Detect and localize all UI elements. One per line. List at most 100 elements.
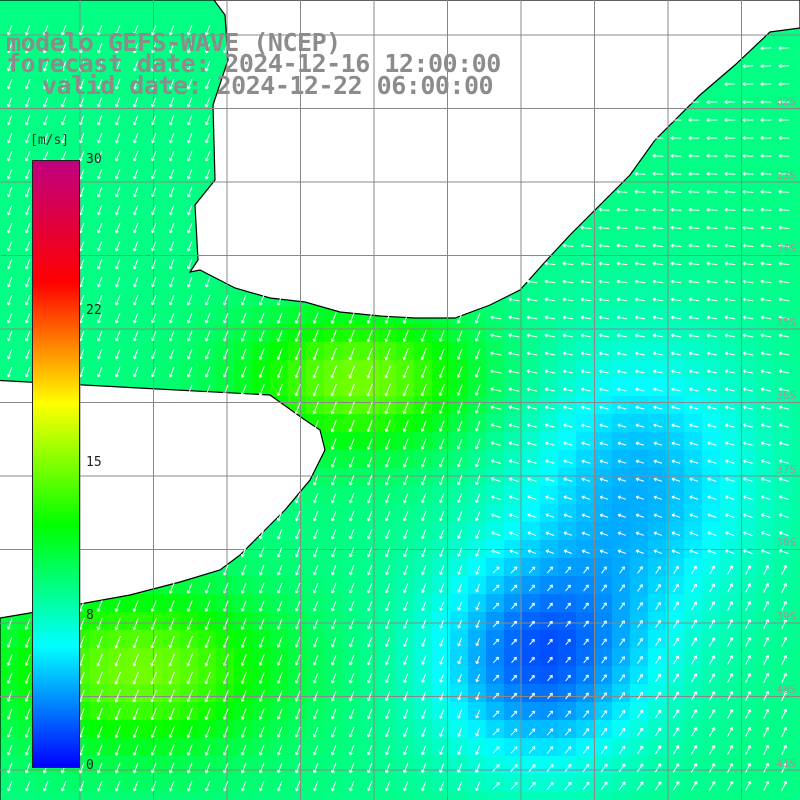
wind-arrow	[24, 186, 31, 198]
wind-arrow	[78, 60, 85, 72]
wind-arrow	[457, 781, 463, 792]
wind-arrow	[599, 459, 609, 464]
wind-arrow	[60, 78, 67, 90]
wind-arrow	[312, 401, 319, 415]
wind-arrow	[563, 477, 573, 482]
wind-arrow	[727, 780, 734, 791]
wind-arrow	[619, 674, 625, 682]
wind-arrow	[544, 315, 556, 320]
wind-arrow	[673, 637, 680, 647]
wind-arrow	[547, 584, 554, 592]
wind-arrow	[688, 117, 700, 123]
wind-arrow	[186, 240, 193, 252]
wind-arrow	[601, 656, 607, 664]
wind-arrow	[760, 243, 772, 248]
wind-arrow	[402, 312, 409, 324]
wind-arrow	[384, 492, 391, 504]
wind-arrow	[617, 441, 627, 446]
wind-arrow	[474, 366, 481, 378]
wind-arrow	[258, 366, 265, 378]
wind-arrow	[421, 510, 427, 522]
wind-arrow	[763, 565, 770, 575]
wind-arrow	[402, 347, 409, 361]
wind-arrow	[6, 366, 13, 378]
wind-arrow	[547, 674, 553, 682]
wind-arrow	[689, 549, 699, 555]
wind-arrow	[204, 762, 211, 774]
wind-arrow	[438, 348, 445, 361]
wind-arrow	[724, 207, 736, 212]
wind-arrow	[204, 582, 211, 594]
wind-arrow	[724, 261, 736, 266]
wind-arrow	[222, 330, 229, 342]
wind-arrow	[24, 330, 31, 342]
wind-arrow	[222, 600, 229, 612]
wind-arrow	[204, 132, 211, 144]
wind-arrow	[654, 763, 662, 773]
wind-arrow	[222, 618, 229, 630]
wind-arrow	[652, 333, 663, 338]
wind-arrow	[186, 276, 193, 288]
wind-arrow	[402, 492, 409, 504]
wind-arrow	[222, 294, 229, 306]
wind-arrow	[132, 653, 139, 667]
wind-arrow	[222, 636, 229, 649]
wind-arrow	[186, 168, 193, 180]
wind-arrow	[222, 726, 229, 738]
wind-arrow	[42, 42, 49, 54]
wind-arrow	[457, 583, 463, 593]
wind-arrow	[778, 477, 789, 482]
wind-arrow	[562, 279, 574, 284]
wind-arrow	[6, 60, 13, 72]
wind-arrow	[689, 477, 699, 482]
wind-arrow	[294, 312, 301, 324]
wind-arrow	[544, 423, 555, 428]
wind-arrow	[348, 762, 355, 774]
wind-arrow	[491, 513, 501, 519]
wind-arrow	[599, 423, 609, 428]
wind-arrow	[547, 710, 554, 718]
wind-arrow	[492, 674, 500, 682]
wind-arrow	[42, 96, 49, 108]
wind-arrow	[168, 671, 175, 685]
wind-arrow	[132, 600, 139, 613]
wind-arrow	[671, 387, 681, 392]
wind-arrow	[276, 780, 283, 792]
wind-arrow	[634, 243, 646, 248]
wind-arrow	[366, 347, 373, 361]
wind-arrow	[670, 243, 682, 248]
wind-arrow	[348, 420, 355, 433]
wind-arrow	[546, 746, 554, 754]
wind-arrow	[724, 189, 736, 194]
wind-arrow	[781, 672, 788, 683]
wind-arrow	[725, 495, 735, 500]
wind-arrow	[168, 168, 175, 180]
wind-arrow	[601, 620, 607, 628]
wind-arrow	[330, 401, 337, 415]
wind-arrow	[544, 297, 556, 302]
wind-arrow	[402, 383, 409, 397]
wind-arrow	[725, 549, 735, 555]
wind-arrow	[781, 654, 788, 665]
wind-arrow	[527, 549, 537, 555]
wind-arrow	[708, 727, 716, 737]
wind-arrow	[508, 369, 520, 374]
wind-arrow	[204, 114, 211, 126]
wind-arrow	[778, 405, 790, 410]
wind-arrow	[438, 474, 445, 486]
wind-arrow	[745, 726, 752, 737]
wind-arrow	[527, 459, 537, 464]
wind-arrow	[760, 333, 772, 338]
wind-arrow	[186, 24, 193, 36]
wind-arrow	[619, 638, 625, 646]
wind-arrow	[6, 222, 13, 234]
wind-arrow	[330, 456, 337, 468]
wind-arrow	[601, 638, 607, 646]
wind-arrows	[6, 24, 790, 792]
wind-arrow	[168, 42, 175, 54]
wind-arrow	[707, 405, 717, 410]
wind-arrow	[384, 420, 391, 433]
wind-arrow	[583, 710, 590, 718]
wind-arrow	[168, 366, 175, 378]
wind-arrow	[727, 691, 734, 701]
